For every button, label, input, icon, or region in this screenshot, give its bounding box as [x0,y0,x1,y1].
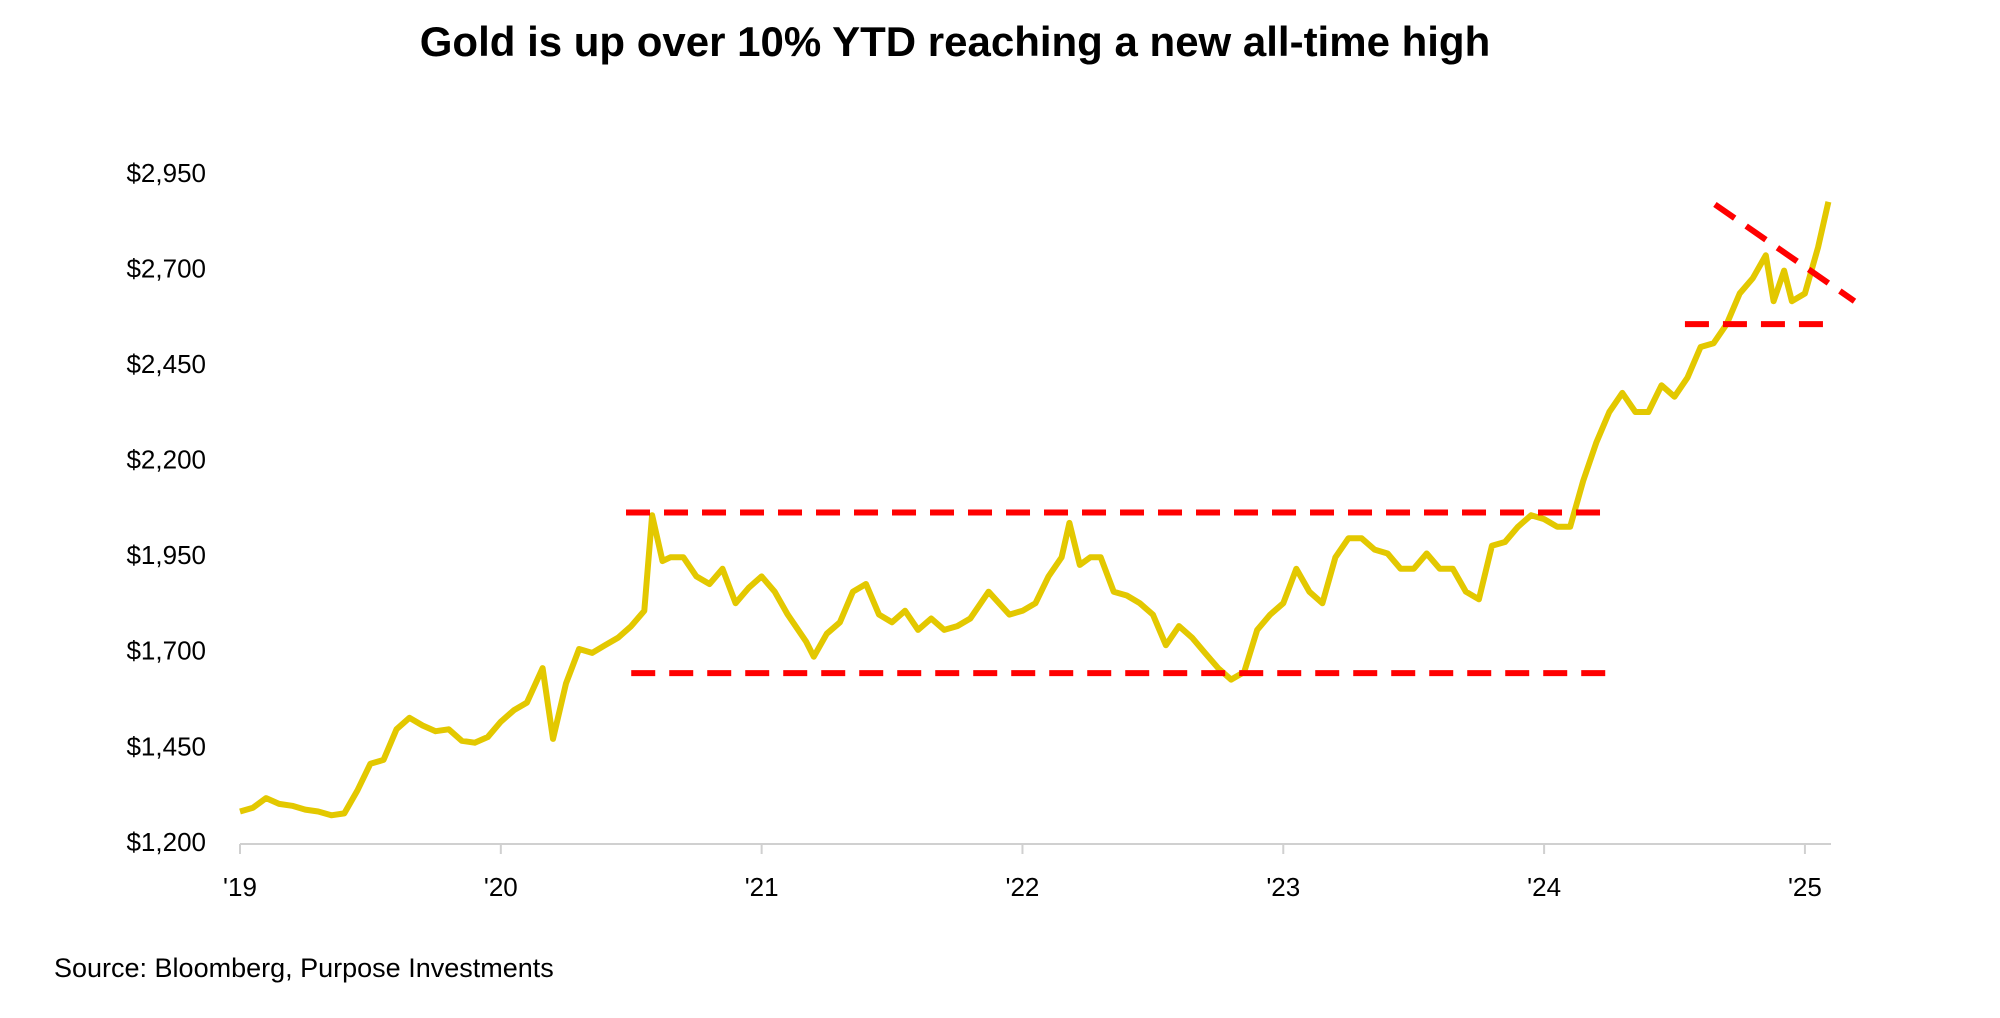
y-tick-label: $1,950 [126,540,206,570]
y-tick-label: $1,200 [126,827,206,857]
x-tick-label: '21 [745,872,779,902]
y-tick-label: $2,700 [126,253,206,283]
x-tick-label: '24 [1527,872,1561,902]
x-tick-label: '25 [1788,872,1822,902]
x-tick-label: '20 [484,872,518,902]
y-tick-label: $2,450 [126,349,206,379]
y-tick-label: $1,450 [126,731,206,761]
x-tick-label: '19 [223,872,257,902]
y-tick-label: $2,200 [126,445,206,475]
y-tick-label: $1,700 [126,636,206,666]
price-line [239,201,1832,819]
y-tick-label: $2,950 [126,158,206,188]
chart-title: Gold is up over 10% YTD reaching a new a… [420,18,1490,65]
x-tick-label: '22 [1006,872,1040,902]
reference-line [1713,201,1857,304]
source-note: Source: Bloomberg, Purpose Investments [54,953,554,983]
x-tick-label: '23 [1266,872,1300,902]
